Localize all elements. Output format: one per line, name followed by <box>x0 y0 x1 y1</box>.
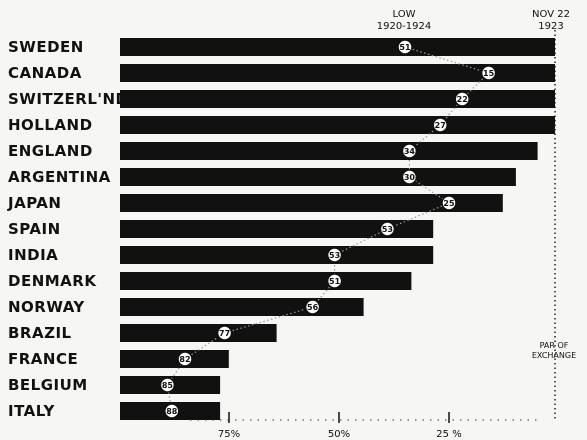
par-of-exchange-note: PAR OF EXCHANGE <box>532 341 576 360</box>
bar <box>120 298 364 316</box>
bar <box>120 194 503 212</box>
bar <box>120 324 277 342</box>
marker-label: 56 <box>307 303 319 312</box>
category-label: BELGIUM <box>8 376 88 394</box>
category-label: SWEDEN <box>8 38 84 56</box>
bar <box>120 220 434 238</box>
x-tick-label: 50% <box>328 429 350 440</box>
par-label-line1: PAR OF <box>540 341 569 350</box>
category-label: CANADA <box>8 64 82 82</box>
category-label: INDIA <box>8 246 58 264</box>
marker-label: 51 <box>329 277 341 286</box>
header-left-line2: 1920-1924 <box>377 21 432 32</box>
bar <box>120 142 538 160</box>
bar <box>120 38 555 56</box>
category-label: SWITZERL'ND <box>8 90 129 108</box>
low-marker <box>480 65 497 81</box>
marker-label: 82 <box>179 355 190 364</box>
marker-label: 53 <box>382 225 393 234</box>
low-marker <box>379 221 396 237</box>
low-marker <box>159 377 176 393</box>
category-label: HOLLAND <box>8 116 93 134</box>
marker-label: 15 <box>483 69 495 78</box>
marker-label: 30 <box>404 173 416 182</box>
header-right-line1: NOV 22 <box>532 9 570 20</box>
header-right: NOV 22 1923 <box>532 9 570 32</box>
bar <box>120 350 229 368</box>
low-marker <box>441 195 457 211</box>
bar <box>120 64 555 82</box>
low-marker <box>401 143 418 159</box>
marker-label: 27 <box>435 121 446 130</box>
header-left-line1: LOW <box>393 9 416 20</box>
x-tick-label: 75% <box>218 429 240 440</box>
marker-label: 85 <box>162 381 174 390</box>
header-left: LOW 1920-1924 <box>377 9 432 32</box>
category-label: NORWAY <box>8 298 85 316</box>
header-right-line2: 1923 <box>538 21 563 32</box>
low-marker <box>326 247 343 263</box>
marker-label: 22 <box>457 95 468 104</box>
bar <box>120 168 516 186</box>
marker-label: 77 <box>219 329 230 338</box>
category-label: JAPAN <box>7 194 61 212</box>
bar <box>120 246 434 264</box>
category-label: ENGLAND <box>8 142 93 160</box>
par-label-line2: EXCHANGE <box>532 351 576 360</box>
category-label: ITALY <box>8 402 55 420</box>
marker-label: 34 <box>404 147 416 156</box>
category-label: BRAZIL <box>8 324 72 342</box>
low-marker <box>177 351 193 367</box>
marker-label: 53 <box>329 251 340 260</box>
low-marker <box>164 403 180 419</box>
low-marker <box>432 117 448 133</box>
low-marker <box>326 273 343 289</box>
low-connector <box>166 46 490 412</box>
plot-area: SWEDEN CANADA SWITZERL'ND HOLLAND ENGLAND ARG… <box>7 30 556 440</box>
low-marker <box>304 299 321 315</box>
marker-label: 88 <box>166 407 178 416</box>
marker-label: 51 <box>399 43 411 52</box>
category-label: SPAIN <box>8 220 61 238</box>
category-label: ARGENTINA <box>8 168 111 186</box>
category-label: DENMARK <box>8 272 97 290</box>
low-marker <box>216 325 233 341</box>
low-marker <box>454 91 470 107</box>
bar <box>120 90 555 108</box>
x-tick-label: 25 % <box>436 429 461 440</box>
marker-label: 25 <box>443 199 455 208</box>
bar <box>120 116 555 134</box>
low-marker <box>397 39 413 55</box>
category-label: FRANCE <box>8 350 78 368</box>
bar <box>120 272 412 290</box>
low-marker <box>401 169 418 185</box>
